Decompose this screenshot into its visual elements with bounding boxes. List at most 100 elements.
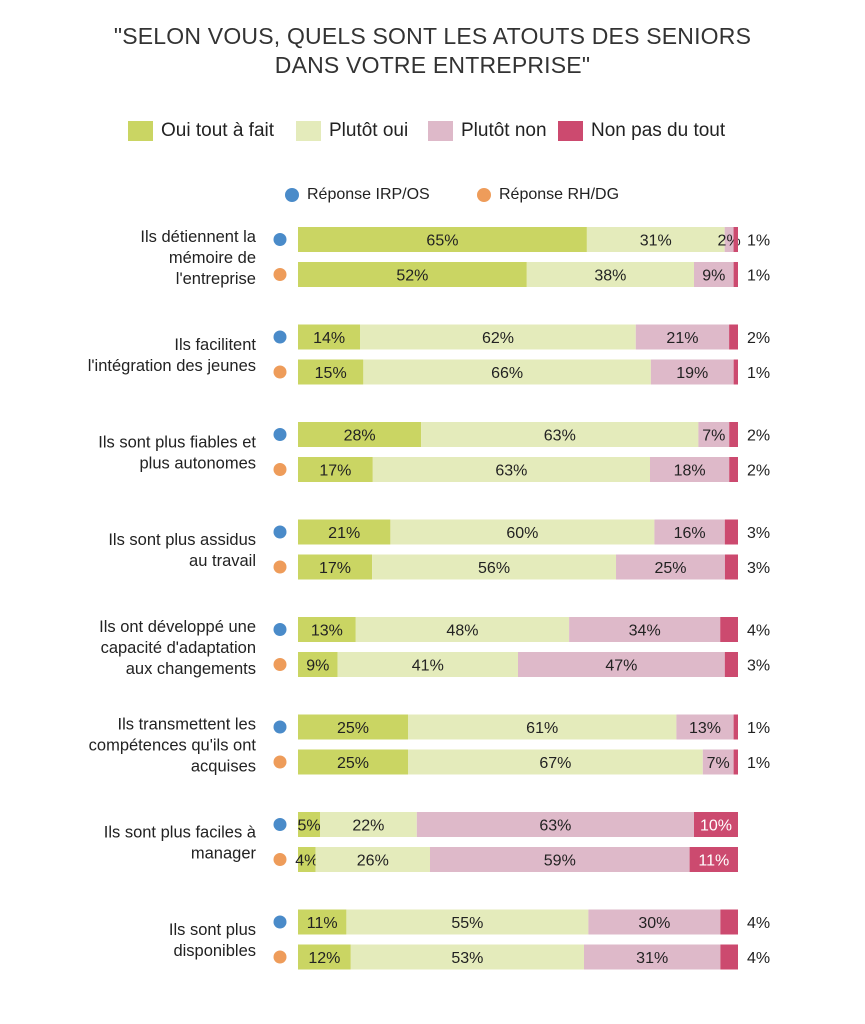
data-label-oui-tout-a-fait: 65% bbox=[426, 233, 458, 250]
category-label-line: Ils détiennent la bbox=[140, 228, 256, 246]
category-label-line: compétences qu'ils ont bbox=[89, 737, 257, 755]
bar-segment-oui-tout-a-fait bbox=[298, 909, 347, 935]
bar-segment-oui-tout-a-fait bbox=[298, 422, 422, 447]
respondent-marker-reponse-irp-os bbox=[273, 428, 287, 441]
data-label-oui-tout-a-fait: 5% bbox=[297, 818, 320, 835]
bar-segment-non-pas-du-tout bbox=[729, 422, 738, 447]
bar-segment-plutot-oui bbox=[526, 262, 694, 287]
data-label-non-pas-du-tout: 1% bbox=[747, 233, 770, 250]
bar-segment-plutot-non bbox=[635, 324, 730, 350]
respondent-marker-reponse-rh-dg bbox=[273, 560, 287, 574]
category-group: Ils facilitent l'intégration des jeunes 14… bbox=[88, 324, 770, 385]
bar-segment-plutot-non bbox=[694, 262, 734, 287]
data-label-oui-tout-a-fait: 28% bbox=[344, 428, 376, 445]
data-label-plutot-non: 31% bbox=[636, 950, 668, 967]
category-label-line: acquises bbox=[191, 758, 256, 776]
data-label-non-pas-du-tout: 1% bbox=[747, 720, 770, 737]
bar-segment-non-pas-du-tout bbox=[733, 749, 738, 775]
bar-segment-oui-tout-a-fait bbox=[298, 262, 527, 287]
category-label-line: Ils ont développé une bbox=[99, 618, 256, 636]
data-label-plutot-non: 21% bbox=[666, 330, 698, 347]
category-label-line: aux changements bbox=[126, 660, 256, 678]
data-label-oui-tout-a-fait: 14% bbox=[313, 330, 345, 347]
respondent-marker-reponse-rh-dg bbox=[273, 755, 287, 769]
respondent-marker-reponse-rh-dg bbox=[273, 853, 287, 866]
bar-segment-plutot-oui bbox=[372, 457, 650, 482]
respondent-dot-rh-dg bbox=[477, 188, 491, 202]
bar-segment-plutot-oui bbox=[360, 324, 636, 350]
data-label-non-pas-du-tout: 4% bbox=[747, 950, 770, 967]
data-label-plutot-oui: 62% bbox=[482, 330, 514, 347]
bar-segment-oui-tout-a-fait bbox=[298, 324, 361, 350]
bar-segment-oui-tout-a-fait bbox=[298, 359, 364, 385]
respondent-marker-reponse-irp-os bbox=[273, 525, 287, 539]
respondent-marker-reponse-irp-os bbox=[273, 720, 287, 734]
data-label-plutot-oui: 22% bbox=[352, 818, 384, 835]
respondent-marker-reponse-irp-os bbox=[273, 818, 287, 831]
category-label: Ils détiennent la mémoire de l'entreprise bbox=[140, 228, 256, 288]
data-label-non-pas-du-tout: 10% bbox=[700, 818, 732, 835]
data-label-non-pas-du-tout: 1% bbox=[747, 268, 770, 285]
respondent-legend: Réponse IRP/OS Réponse RH/DG bbox=[0, 182, 865, 208]
data-label-oui-tout-a-fait: 11% bbox=[307, 915, 338, 932]
data-label-plutot-non: 13% bbox=[689, 720, 721, 737]
data-label-plutot-non: 47% bbox=[605, 658, 637, 675]
data-label-plutot-oui: 63% bbox=[495, 463, 527, 480]
data-label-oui-tout-a-fait: 4% bbox=[295, 853, 318, 870]
legend-swatch-plutot-oui bbox=[296, 121, 321, 141]
bar-segment-non-pas-du-tout bbox=[720, 617, 738, 642]
legend-swatch-plutot-non bbox=[428, 121, 453, 141]
data-label-oui-tout-a-fait: 12% bbox=[308, 950, 340, 967]
bar-segment-plutot-non bbox=[676, 714, 734, 740]
respondent-label-rh-dg: Réponse RH/DG bbox=[499, 186, 620, 203]
category-label-line: l'entreprise bbox=[176, 270, 256, 288]
data-label-plutot-non: 34% bbox=[629, 623, 661, 640]
data-label-oui-tout-a-fait: 9% bbox=[306, 658, 329, 675]
bar-segment-oui-tout-a-fait bbox=[298, 457, 373, 482]
bar-segment-plutot-non bbox=[416, 812, 694, 837]
chart-title-line-1: "SELON VOUS, QUELS SONT LES ATOUTS DES S… bbox=[113, 23, 752, 49]
data-label-plutot-oui: 41% bbox=[412, 658, 444, 675]
legend-label-plutot-non: Plutôt non bbox=[461, 120, 547, 141]
chart-title-line-2: DANS VOTRE ENTREPRISE" bbox=[274, 52, 591, 78]
bar-segment-plutot-oui bbox=[586, 227, 725, 252]
respondent-marker-reponse-rh-dg bbox=[273, 463, 287, 476]
bar-segment-plutot-oui bbox=[421, 422, 699, 447]
category-group: Ils ont développé une capacité d'adaptati… bbox=[99, 617, 770, 678]
data-label-oui-tout-a-fait: 21% bbox=[328, 525, 360, 542]
bar-segment-plutot-non bbox=[702, 749, 734, 775]
category-label-line: plus autonomes bbox=[140, 455, 257, 473]
bar-segment-non-pas-du-tout bbox=[720, 909, 738, 935]
bar-segment-non-pas-du-tout bbox=[694, 812, 738, 837]
data-label-plutot-oui: 31% bbox=[640, 233, 672, 250]
data-label-non-pas-du-tout: 2% bbox=[747, 428, 770, 445]
data-label-plutot-oui: 60% bbox=[506, 525, 538, 542]
bar-segment-non-pas-du-tout bbox=[733, 227, 738, 252]
respondent-label-irp-os: Réponse IRP/OS bbox=[307, 186, 430, 203]
bar-segment-plutot-oui bbox=[390, 519, 655, 545]
bar-segment-oui-tout-a-fait bbox=[298, 519, 391, 545]
respondent-marker-reponse-irp-os bbox=[273, 915, 287, 929]
data-label-non-pas-du-tout: 11% bbox=[698, 853, 729, 870]
category-label-line: capacité d'adaptation bbox=[101, 639, 256, 657]
data-label-plutot-non: 7% bbox=[702, 428, 725, 445]
data-label-non-pas-du-tout: 4% bbox=[747, 915, 770, 932]
bar-segment-plutot-non bbox=[650, 457, 730, 482]
category-label: Ils sont plus fiables et plus autonomes bbox=[98, 434, 256, 473]
bar-segment-plutot-oui bbox=[337, 652, 518, 677]
respondent-marker-reponse-irp-os bbox=[273, 233, 287, 246]
bar-segment-oui-tout-a-fait bbox=[298, 554, 373, 580]
category-group: Ils sont plus assidus au travail 21% 60% 16%… bbox=[108, 519, 770, 580]
category-label: Ils sont plus assidus au travail bbox=[108, 531, 256, 570]
bar-segment-oui-tout-a-fait bbox=[298, 944, 351, 970]
data-label-plutot-oui: 48% bbox=[446, 623, 478, 640]
chart-title: "SELON VOUS, QUELS SONT LES ATOUTS DES S… bbox=[0, 22, 865, 80]
data-label-plutot-oui: 53% bbox=[451, 950, 483, 967]
bar-segment-non-pas-du-tout bbox=[724, 652, 738, 677]
data-label-non-pas-du-tout: 2% bbox=[747, 463, 770, 480]
data-label-plutot-oui: 38% bbox=[594, 268, 626, 285]
bar-segment-plutot-oui bbox=[350, 944, 584, 970]
bar-segment-plutot-oui bbox=[408, 749, 703, 775]
category-group: Ils détiennent la mémoire de l'entreprise 6… bbox=[140, 227, 770, 288]
bar-segment-plutot-oui bbox=[363, 359, 651, 385]
